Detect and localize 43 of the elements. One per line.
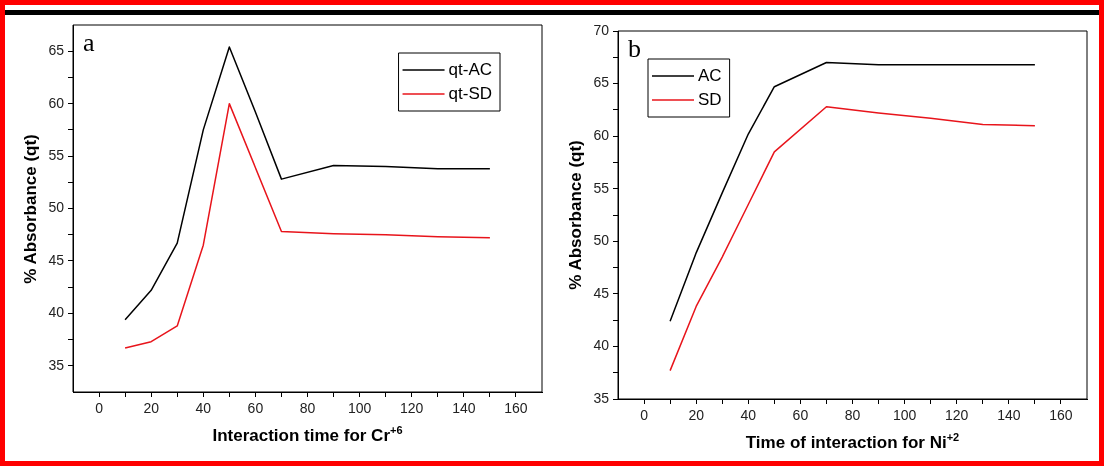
y-tick-label: 70 [593,21,610,38]
y-tick-label: 45 [48,251,65,268]
y-axis-title: % Absorbance (qt) [565,140,585,290]
x-tick-label: 100 [347,400,372,417]
y-tick-label: 65 [593,74,610,91]
y-tick-label: 40 [593,337,610,354]
y-tick-label: 50 [593,232,610,249]
legend-label: SD [698,89,722,109]
y-tick-label: 35 [48,356,65,373]
x-tick-label: 120 [400,400,424,417]
annotation: a [83,27,95,57]
x-tick-label: 0 [95,400,104,417]
y-tick-label: 45 [593,284,610,301]
legend-label: qt-SD [448,83,493,103]
x-tick-label: 140 [997,407,1021,424]
x-tick-label: 100 [892,407,917,424]
annotation: b [628,33,641,63]
x-axis-title: Time of interaction for Ni$^{+2}$ [744,431,961,452]
y-tick-label: 55 [593,179,610,196]
y-tick-label: 60 [48,94,65,111]
x-tick-label: 60 [247,400,264,417]
x-tick-label: 60 [792,407,809,424]
y-tick-label: 35 [593,389,610,406]
x-tick-label: 0 [640,407,649,424]
x-tick-label: 40 [195,400,212,417]
x-tick-label: 40 [740,407,757,424]
y-tick-label: 50 [48,199,65,216]
legend-label: AC [698,65,722,85]
x-tick-label: 20 [143,400,160,417]
y-tick-label: 40 [48,304,65,321]
x-axis-title: Interaction time for Cr$^{+6}$ [211,424,404,445]
y-tick-label: 65 [48,42,65,59]
x-tick-label: 80 [844,407,861,424]
x-tick-label: 120 [945,407,969,424]
x-tick-label: 140 [452,400,476,417]
x-tick-label: 160 [504,400,528,417]
x-tick-label: 20 [688,407,705,424]
y-tick-label: 60 [593,127,610,143]
y-axis-title: % Absorbance (qt) [20,133,40,284]
y-tick-label: 55 [48,146,65,163]
x-tick-label: 80 [299,400,316,417]
legend-label: qt-AC [448,59,493,79]
x-tick-label: 160 [1049,407,1073,424]
